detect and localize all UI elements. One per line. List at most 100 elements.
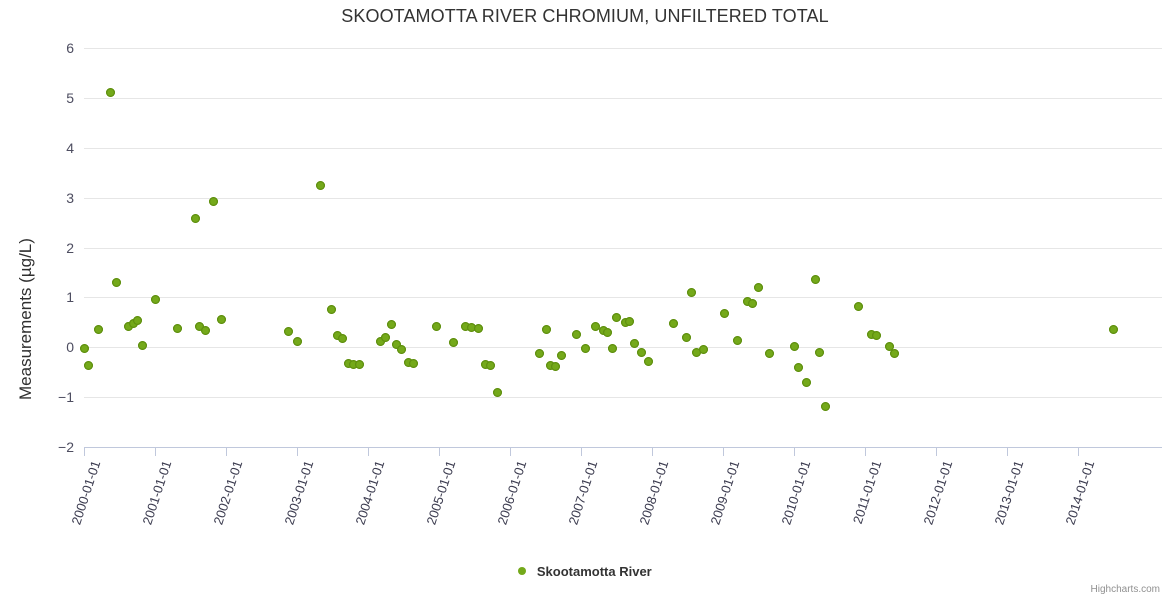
scatter-point[interactable] (124, 321, 134, 331)
y-axis-tick-label: 2 (66, 239, 74, 256)
x-axis-tick-mark (226, 448, 227, 456)
scatter-point[interactable] (719, 309, 729, 319)
scatter-point[interactable] (630, 338, 640, 348)
scatter-point[interactable] (612, 313, 621, 323)
scatter-point[interactable] (138, 341, 148, 351)
scatter-point[interactable] (408, 359, 418, 369)
scatter-point[interactable] (467, 322, 477, 332)
scatter-point[interactable] (461, 322, 471, 332)
scatter-point[interactable] (754, 282, 763, 292)
scatter-point[interactable] (885, 341, 895, 351)
scatter-point[interactable] (802, 378, 812, 388)
scatter-point[interactable] (209, 197, 219, 207)
scatter-point[interactable] (550, 361, 560, 371)
y-axis-tick-label: 4 (66, 139, 74, 156)
scatter-point[interactable] (94, 325, 104, 335)
scatter-point[interactable] (133, 316, 143, 326)
scatter-point[interactable] (542, 325, 552, 335)
scatter-point[interactable] (668, 318, 678, 328)
scatter-point[interactable] (492, 388, 502, 398)
scatter-point[interactable] (354, 360, 364, 370)
scatter-point[interactable] (343, 359, 353, 369)
scatter-point[interactable] (556, 351, 566, 361)
scatter-point[interactable] (854, 302, 864, 312)
scatter-point[interactable] (431, 322, 441, 332)
scatter-point[interactable] (598, 325, 608, 335)
scatter-point[interactable] (332, 330, 342, 340)
scatter-point[interactable] (1109, 325, 1118, 335)
y-axis-tick-label: 1 (66, 289, 74, 306)
scatter-point[interactable] (698, 345, 708, 355)
x-axis-tick-mark (297, 448, 298, 456)
scatter-point[interactable] (581, 344, 591, 354)
scatter-point[interactable] (871, 330, 881, 340)
scatter-point[interactable] (682, 332, 692, 342)
scatter-point[interactable] (112, 277, 122, 287)
scatter-point[interactable] (643, 356, 653, 366)
scatter-point[interactable] (283, 326, 293, 336)
scatter-point[interactable] (326, 304, 336, 314)
scatter-point[interactable] (105, 88, 115, 98)
scatter-point[interactable] (732, 336, 742, 346)
x-axis-tick-mark (1007, 448, 1008, 456)
scatter-point[interactable] (534, 348, 544, 358)
scatter-point[interactable] (603, 327, 613, 337)
scatter-point[interactable] (890, 349, 900, 359)
scatter-point[interactable] (337, 333, 347, 343)
x-axis-tick-mark (652, 448, 653, 456)
scatter-point[interactable] (625, 317, 635, 327)
scatter-point[interactable] (217, 314, 227, 324)
scatter-point[interactable] (375, 337, 385, 347)
scatter-point[interactable] (473, 323, 483, 333)
x-axis-tick-label: 2009-01-01 (707, 458, 743, 527)
legend-item-skootamotta-river[interactable]: Skootamotta River (518, 563, 652, 579)
scatter-point[interactable] (83, 361, 93, 371)
scatter-point[interactable] (386, 320, 396, 330)
scatter-point[interactable] (866, 330, 876, 340)
chart-title: SKOOTAMOTTA RIVER CHROMIUM, UNFILTERED T… (341, 6, 829, 26)
scatter-point[interactable] (448, 337, 458, 347)
scatter-point[interactable] (748, 299, 758, 309)
scatter-point[interactable] (591, 321, 601, 331)
scatter-point[interactable] (545, 361, 555, 371)
scatter-point[interactable] (687, 287, 697, 297)
scatter-point[interactable] (789, 341, 799, 351)
scatter-point[interactable] (391, 340, 401, 350)
scatter-point[interactable] (348, 360, 358, 370)
scatter-point[interactable] (608, 343, 618, 353)
scatter-point[interactable] (173, 324, 183, 334)
x-axis-tick-mark (1078, 448, 1079, 456)
x-axis-tick-mark (936, 448, 937, 456)
scatter-point[interactable] (403, 357, 413, 367)
gridline (84, 197, 1162, 199)
scatter-point[interactable] (815, 347, 825, 357)
x-axis-line (84, 447, 1162, 448)
scatter-point[interactable] (620, 317, 630, 327)
scatter-point[interactable] (810, 275, 820, 285)
scatter-point[interactable] (636, 348, 646, 358)
gridline (84, 347, 1162, 349)
scatter-point[interactable] (743, 297, 753, 307)
scatter-point[interactable] (292, 336, 302, 346)
scatter-point[interactable] (571, 330, 581, 340)
scatter-point[interactable] (190, 213, 200, 223)
x-axis-tick-mark (581, 448, 582, 456)
scatter-point[interactable] (396, 344, 406, 354)
scatter-point[interactable] (315, 181, 325, 191)
x-axis-tick-mark (155, 448, 156, 456)
scatter-point[interactable] (200, 326, 210, 336)
scatter-point[interactable] (692, 347, 702, 357)
scatter-point[interactable] (486, 360, 496, 370)
y-axis-tick-label: 0 (66, 339, 74, 356)
scatter-point[interactable] (80, 344, 90, 354)
scatter-point[interactable] (150, 295, 160, 305)
scatter-point[interactable] (764, 349, 774, 359)
scatter-point[interactable] (380, 332, 390, 342)
x-axis-tick-label: 2012-01-01 (920, 458, 956, 527)
scatter-point[interactable] (481, 360, 491, 370)
x-axis-tick-label: 2004-01-01 (352, 458, 388, 527)
scatter-point[interactable] (195, 322, 205, 332)
scatter-point[interactable] (794, 362, 804, 372)
scatter-point[interactable] (821, 401, 831, 411)
